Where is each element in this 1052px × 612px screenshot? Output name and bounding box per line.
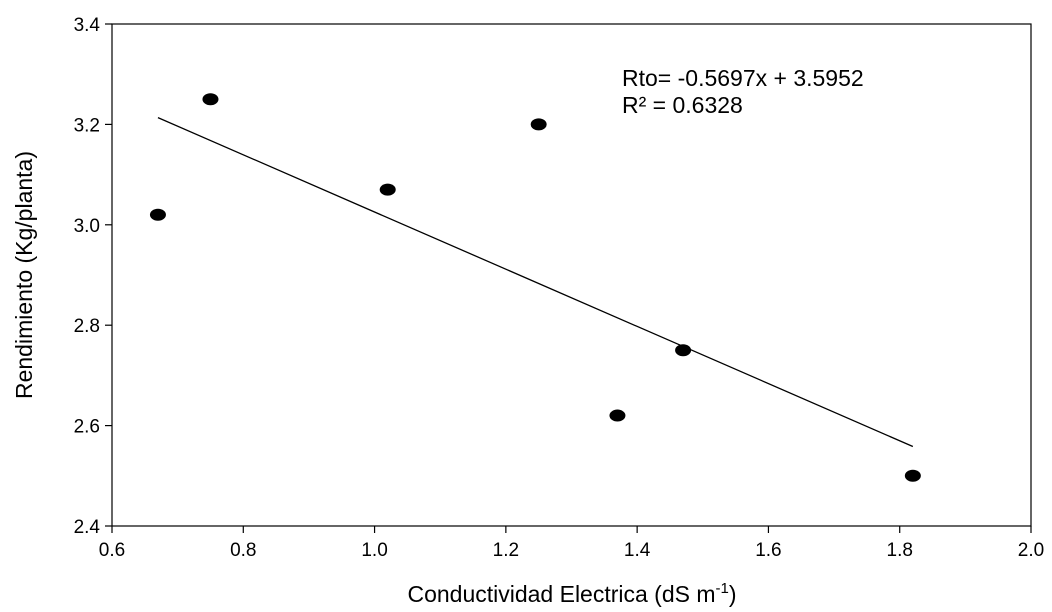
x-axis-ticks: 0.6 0.8 1.0 1.2 1.4 1.6 1.8 2.0 <box>99 526 1044 561</box>
y-tick-label: 3.4 <box>74 15 101 36</box>
trendline-group <box>157 117 914 448</box>
data-points <box>149 93 921 482</box>
y-tick-label: 2.6 <box>74 417 100 438</box>
data-point <box>202 93 219 106</box>
y-axis-title: Rendimiento (Kg/planta) <box>11 151 37 399</box>
x-axis-title-main: Conductividad Electrica (dS m <box>407 581 715 607</box>
y-tick-label: 3.0 <box>74 216 100 237</box>
x-tick-label: 2.0 <box>1018 540 1044 561</box>
x-tick-label: 1.6 <box>755 540 781 561</box>
x-tick-label: 0.8 <box>230 540 256 561</box>
x-tick-label: 1.2 <box>493 540 519 561</box>
data-point <box>379 183 396 196</box>
annotation-equation: Rto= -0.5697x + 3.5952 <box>622 65 864 91</box>
x-tick-label: 1.0 <box>361 540 387 561</box>
y-tick-label: 2.4 <box>74 517 101 538</box>
x-tick-label: 1.4 <box>624 540 651 561</box>
data-point <box>149 208 166 221</box>
x-axis-title: Conductividad Electrica (dS m-1) <box>407 580 736 607</box>
x-axis-title-superscript: -1 <box>716 580 729 597</box>
x-tick-label: 0.6 <box>99 540 125 561</box>
data-point <box>904 469 921 482</box>
y-axis-ticks: 2.4 2.6 2.8 3.0 3.2 3.4 <box>74 15 112 538</box>
annotation-r-squared: R² = 0.6328 <box>622 92 743 118</box>
y-tick-label: 3.2 <box>74 115 100 136</box>
x-tick-label: 1.8 <box>887 540 913 561</box>
plot-frame <box>111 23 1032 527</box>
data-point <box>530 118 547 131</box>
trendline <box>157 117 914 448</box>
data-point <box>609 409 626 422</box>
y-tick-label: 2.8 <box>74 316 100 337</box>
x-axis-title-close: ) <box>729 581 737 607</box>
data-point <box>675 344 692 357</box>
